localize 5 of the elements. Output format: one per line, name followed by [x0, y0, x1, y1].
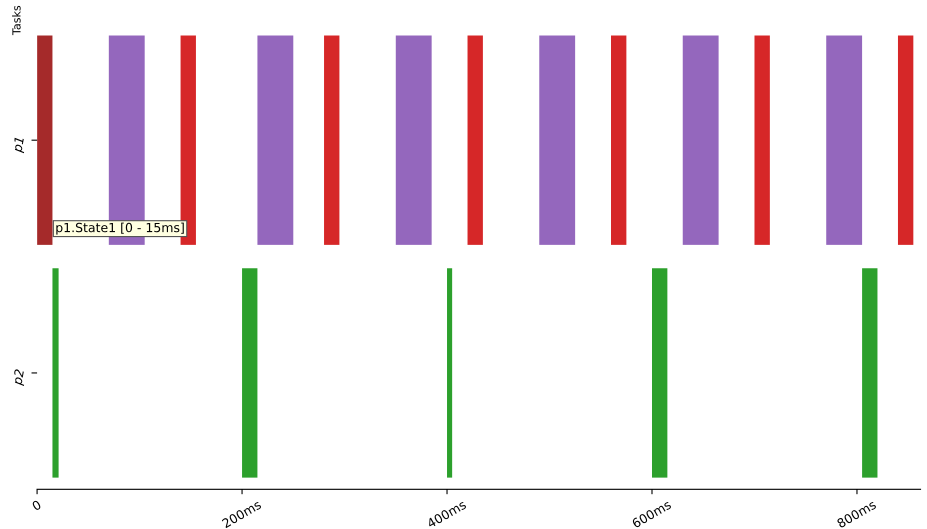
y-tick-label: p1 — [12, 137, 26, 154]
text: Tasks — [12, 6, 21, 36]
y-tick-label: p2 — [12, 369, 27, 386]
x-tick-label: 0 — [31, 500, 42, 511]
annotation: p1.State1 [0 - 15ms] — [56, 222, 184, 235]
